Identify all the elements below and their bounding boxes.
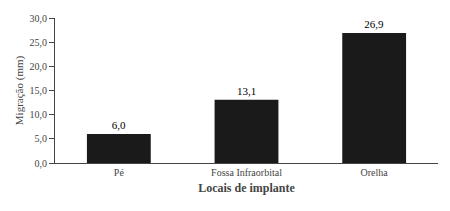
svg-text:6,0: 6,0 [112,119,126,131]
svg-text:10,0: 10,0 [30,109,48,120]
svg-text:15,0: 15,0 [30,85,48,96]
svg-text:0,0: 0,0 [35,158,48,169]
svg-text:13,1: 13,1 [237,85,256,97]
svg-text:5,0: 5,0 [35,133,48,144]
svg-text:Fossa Infraorbital: Fossa Infraorbital [211,167,282,178]
svg-text:20,0: 20,0 [30,61,48,72]
svg-text:Orelha: Orelha [361,167,389,178]
svg-text:26,9: 26,9 [364,18,384,30]
svg-text:Migração (mm): Migração (mm) [13,55,26,125]
svg-text:25,0: 25,0 [30,37,48,48]
svg-text:30,0: 30,0 [30,13,48,24]
svg-text:Pé: Pé [114,167,125,178]
svg-text:Locais de implante: Locais de implante [198,181,295,195]
